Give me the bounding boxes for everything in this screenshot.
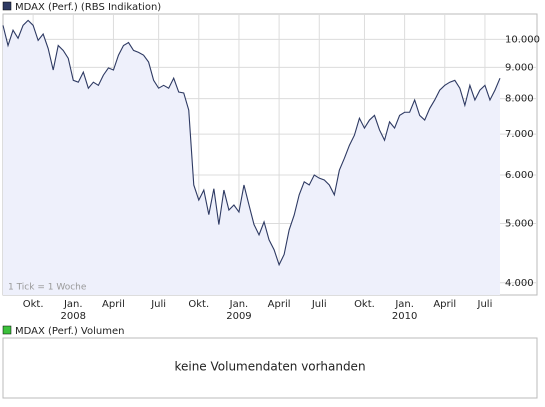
volume-message: keine Volumendaten vorhanden: [174, 360, 365, 374]
x-tick-label: Okt.: [188, 299, 209, 310]
y-tick-label: 8.000: [505, 94, 534, 105]
x-tick-label: Jan.: [229, 299, 249, 310]
y-tick-label: 5.000: [505, 218, 534, 229]
x-tick-label: Okt.: [354, 299, 375, 310]
x-year-label: 2009: [226, 311, 251, 322]
y-tick-label: 10.000: [505, 34, 540, 45]
legend-swatch: [2, 1, 12, 11]
y-tick-label: 6.000: [505, 170, 534, 181]
x-tick-label: Okt.: [23, 299, 44, 310]
plot: 4.000 5.000 6.000 7.000 8.000 9.000 10.000 Okt.…: [2, 14, 540, 322]
x-year-label: 2008: [61, 311, 86, 322]
x-tick-label: Juli: [311, 299, 327, 310]
area: [3, 20, 500, 296]
annotation: 1 Tick = 1 Woche: [8, 283, 87, 293]
x-tick-label: Jan.: [63, 299, 83, 310]
line: [2, 19, 501, 267]
y-tick-label: 7.000: [505, 129, 534, 140]
legend-label: MDAX (Perf.) (RBS Indikation): [15, 2, 161, 13]
volume-panel: [2, 337, 538, 399]
x-tick-label: April: [102, 299, 125, 310]
x-tick-label: April: [268, 299, 291, 310]
x-tick-label: Juli: [150, 299, 166, 310]
x-tick-label: Jan.: [394, 299, 414, 310]
x-year-label: 2010: [392, 311, 417, 322]
x-tick-label: April: [433, 299, 456, 310]
y-tick-label: 9.000: [505, 62, 534, 73]
volume-legend-swatch: [2, 325, 12, 335]
x-tick-label: Juli: [477, 299, 493, 310]
y-tick-label: 4.000: [505, 278, 534, 289]
volume-legend-label: MDAX (Perf.) Volumen: [15, 326, 124, 337]
